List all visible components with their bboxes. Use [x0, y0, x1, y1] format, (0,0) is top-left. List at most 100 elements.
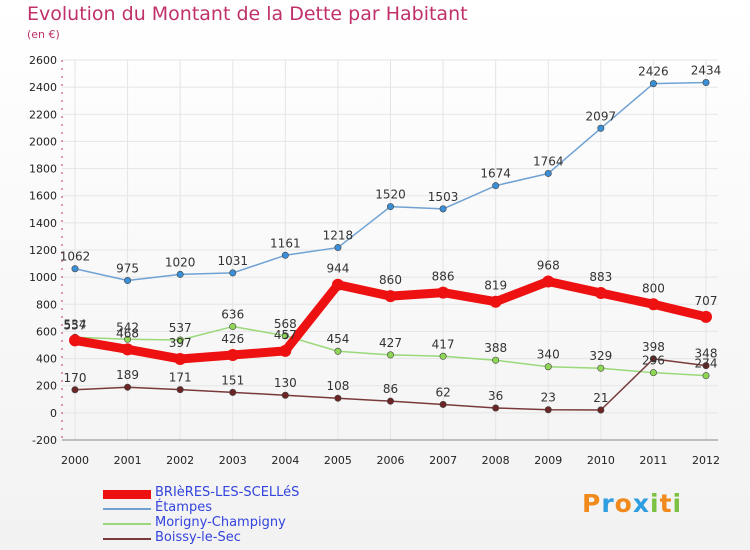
data-label: 1503: [428, 190, 459, 204]
x-tick-label: 2006: [377, 454, 405, 467]
data-point: [597, 124, 605, 132]
data-point: [386, 203, 394, 211]
data-point: [281, 251, 289, 259]
data-point: [384, 290, 397, 303]
data-label: 130: [274, 376, 297, 390]
data-label: 1218: [323, 229, 354, 243]
x-tick-label: 2003: [219, 454, 247, 467]
y-tick-label: 1200: [29, 244, 57, 257]
data-label: 388: [484, 341, 507, 355]
data-point: [281, 391, 289, 399]
data-label: 170: [64, 371, 87, 385]
data-label: 537: [169, 321, 192, 335]
data-label: 274: [695, 357, 718, 371]
data-point: [281, 332, 289, 340]
data-label: 975: [116, 262, 139, 276]
data-label: 296: [642, 354, 665, 368]
data-label: 189: [116, 368, 139, 382]
data-point: [386, 397, 394, 405]
x-tick-label: 2000: [61, 454, 89, 467]
data-label: 883: [589, 270, 612, 284]
data-label: 2097: [586, 109, 617, 123]
data-point: [331, 278, 344, 291]
data-point: [542, 275, 555, 288]
data-label: 397: [169, 336, 192, 350]
data-point: [492, 404, 500, 412]
y-tick-label: 400: [36, 353, 57, 366]
x-tick-label: 2009: [534, 454, 562, 467]
data-label: 171: [169, 371, 192, 385]
x-tick-label: 2002: [166, 454, 194, 467]
y-tick-label: 0: [50, 407, 57, 420]
data-label: 21: [593, 391, 608, 405]
data-point: [492, 182, 500, 190]
data-point: [334, 347, 342, 355]
data-label: 800: [642, 281, 665, 295]
data-point: [279, 344, 292, 357]
x-tick-label: 2005: [324, 454, 352, 467]
data-label: 426: [221, 332, 244, 346]
data-point: [439, 352, 447, 360]
y-tick-label: 1800: [29, 163, 57, 176]
legend-swatch-etampes: [103, 508, 151, 510]
data-label: 636: [221, 308, 244, 322]
data-point: [121, 343, 134, 356]
data-label: 968: [537, 258, 560, 272]
data-label: 62: [435, 385, 450, 399]
data-label: 1062: [60, 250, 91, 264]
data-label: 417: [432, 337, 455, 351]
data-point: [594, 287, 607, 300]
data-label: 707: [695, 294, 718, 308]
data-point: [649, 80, 657, 88]
data-point: [597, 406, 605, 414]
x-tick-label: 2011: [639, 454, 667, 467]
data-point: [386, 351, 394, 359]
legend-label-brieres: BRIèRES-LES-SCELLéS: [155, 485, 300, 500]
data-label: 36: [488, 389, 503, 403]
data-point: [647, 298, 660, 311]
y-tick-label: 2400: [29, 81, 57, 94]
legend-swatch-brieres: [103, 490, 151, 499]
data-point: [649, 369, 657, 377]
data-point: [176, 386, 184, 394]
unit-label: (en €): [27, 28, 60, 41]
y-tick-label: -200: [32, 434, 57, 447]
data-point: [492, 356, 500, 364]
y-tick-label: 1000: [29, 271, 57, 284]
data-point: [71, 265, 79, 273]
legend-label-boissy: Boissy-le-Sec: [155, 530, 241, 545]
data-point: [439, 400, 447, 408]
data-point: [124, 277, 132, 285]
line-chart: -200 0 200 400 600 800 1000 1200 1400 1600 1800 200…: [29, 54, 721, 467]
legend-swatch-morigny: [103, 523, 151, 525]
data-point: [544, 406, 552, 414]
y-tick-label: 800: [36, 298, 57, 311]
data-label: 1161: [270, 236, 301, 250]
data-point: [69, 334, 81, 347]
x-tick-label: 2001: [114, 454, 142, 467]
y-tick-label: 1600: [29, 190, 57, 203]
data-label: 1020: [165, 255, 196, 269]
data-point: [124, 383, 132, 391]
data-point: [649, 355, 657, 363]
legend-label-etampes: Étampes: [155, 500, 212, 515]
data-point: [226, 349, 239, 362]
y-tick-label: 200: [36, 380, 57, 393]
data-point: [124, 335, 132, 343]
data-label: 427: [379, 336, 402, 350]
data-label: 151: [221, 373, 244, 387]
y-tick-label: 600: [36, 325, 57, 338]
chart-title: Evolution du Montant de la Dette par Hab…: [27, 3, 468, 25]
y-tick-label: 2600: [29, 54, 57, 67]
data-label: 1520: [375, 188, 406, 202]
data-label: 329: [589, 349, 612, 363]
y-tick-label: 2200: [29, 108, 57, 121]
proxiti-logo: Proxiti: [582, 489, 683, 518]
data-point: [489, 295, 502, 308]
data-label: 468: [116, 326, 139, 340]
data-label: 340: [537, 348, 560, 362]
data-point: [702, 79, 710, 87]
data-point: [229, 269, 237, 277]
data-point: [544, 363, 552, 371]
data-label: 1764: [533, 154, 564, 168]
